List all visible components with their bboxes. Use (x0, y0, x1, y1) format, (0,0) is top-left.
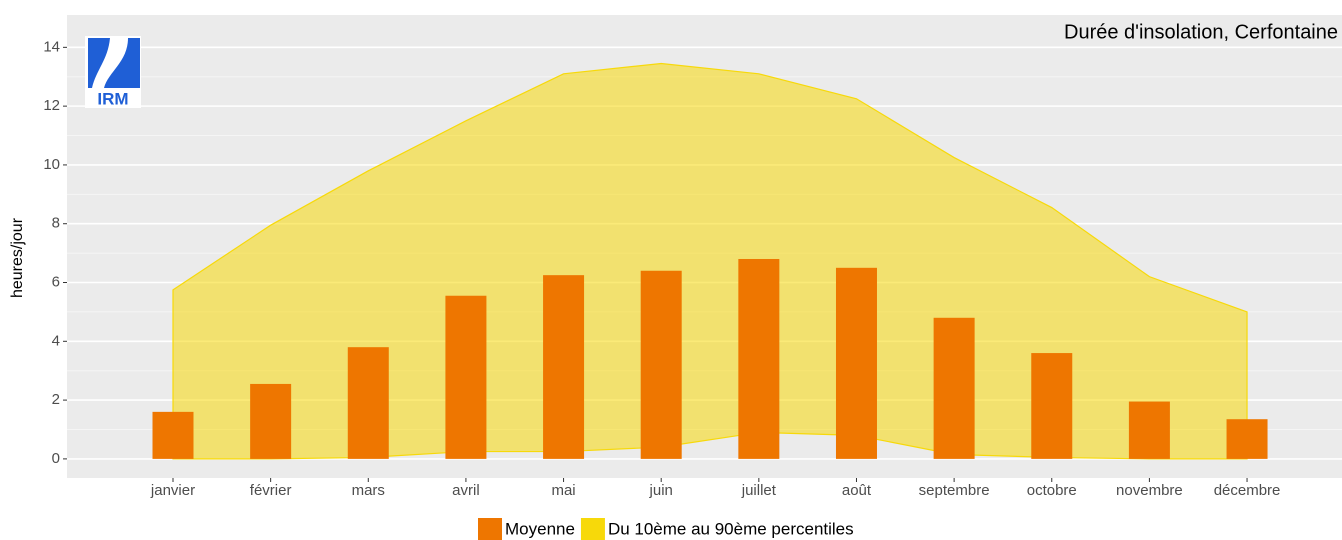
bar (1031, 353, 1073, 459)
x-tick-label: avril (452, 482, 480, 499)
y-tick-label: 14 (43, 38, 60, 55)
logo: IRM (85, 36, 141, 108)
x-tick-label: mars (352, 482, 385, 499)
x-tick-label: janvier (150, 482, 195, 499)
logo-text: IRM (97, 89, 128, 108)
logo-shape (88, 38, 110, 88)
legend-swatch (478, 518, 502, 540)
y-tick-label: 10 (43, 156, 60, 173)
legend-label: Du 10ème au 90ème percentiles (608, 519, 854, 538)
bar (640, 270, 682, 459)
x-tick-label: février (250, 482, 292, 499)
bar (933, 317, 975, 459)
chart-title: Durée d'insolation, Cerfontaine (1064, 21, 1338, 43)
x-tick-label: septembre (919, 482, 990, 499)
bar (738, 258, 780, 459)
bar (1226, 419, 1268, 459)
x-tick-label: août (842, 482, 872, 499)
x-tick-label: décembre (1214, 482, 1281, 499)
y-tick-label: 0 (52, 450, 60, 467)
x-tick-label: juillet (741, 482, 777, 499)
bar (250, 383, 292, 459)
y-tick-label: 4 (52, 332, 60, 349)
bar (1128, 401, 1170, 459)
bar (543, 275, 585, 459)
bar (347, 347, 389, 459)
y-tick-label: 2 (52, 391, 60, 408)
legend-swatch (580, 518, 605, 540)
x-tick-label: novembre (1116, 482, 1183, 499)
y-tick-label: 6 (52, 273, 60, 290)
bar (835, 267, 877, 459)
y-axis-label: heures/jour (9, 217, 26, 298)
x-tick-label: juin (649, 482, 673, 499)
x-tick-label: octobre (1027, 482, 1077, 499)
x-tick-label: mai (551, 482, 575, 499)
logo-shape (104, 38, 140, 88)
bar (152, 411, 194, 459)
y-tick-label: 12 (43, 97, 60, 114)
legend-label: Moyenne (505, 519, 575, 538)
legend: Moyenne Du 10ème au 90ème percentiles (478, 518, 854, 540)
y-tick-label: 8 (52, 215, 60, 232)
marks (152, 62, 1268, 460)
bar (445, 295, 487, 459)
